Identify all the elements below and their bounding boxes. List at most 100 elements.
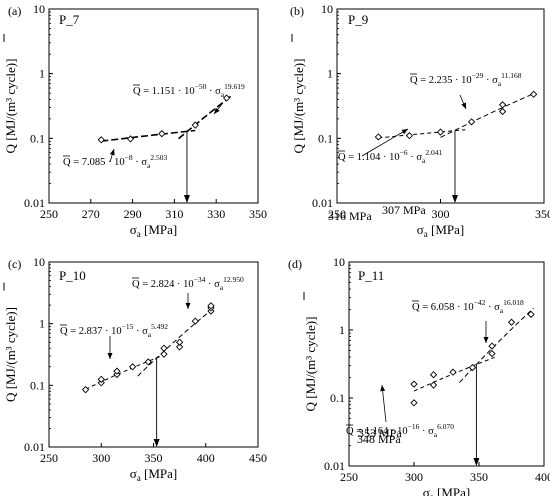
x-tick-label: 300 (432, 207, 450, 221)
specimen-tag: P_7 (59, 12, 80, 27)
eq-exponent: −15 (122, 322, 134, 331)
eq-exponent: −8 (125, 153, 133, 162)
y-tick-label: 1 (339, 323, 345, 337)
eq-exponent: −50 (195, 82, 207, 91)
specimen-tag: P_10 (59, 268, 86, 283)
data-point (175, 343, 184, 351)
threshold-label: 307 MPa (382, 203, 426, 217)
y-axis-label: Q [MJ/(m³ cycle)] (3, 59, 18, 154)
equation-high: Q = 1.151 · 10−50 · σa19.619 (133, 82, 245, 99)
eq-q: Q = 2.235 · 10 (410, 75, 472, 86)
x-tick-label: 250 (340, 470, 358, 484)
data-point (97, 375, 105, 383)
eq-sigma: · σ (205, 279, 220, 290)
y-tick-label: 1 (39, 317, 45, 331)
data-point (223, 94, 231, 102)
y-axis-label: Q [MJ/(m³ cycle)] (291, 59, 306, 154)
eq-power: 2.503 (150, 153, 167, 162)
eq-exponent: −29 (472, 71, 484, 80)
eq-subscript: a (148, 330, 152, 339)
data-point (498, 107, 507, 116)
data-point (449, 368, 457, 376)
eq-sigma: · σ (133, 326, 148, 337)
eq-sigma: · σ (485, 302, 500, 313)
plot-area (348, 261, 545, 467)
fit-line-low (101, 129, 196, 142)
y-tick-label: 0.01 (312, 196, 333, 210)
x-tick-label: 400 (535, 470, 550, 484)
eq-sigma: · σ (483, 75, 498, 86)
leader-arrowhead (214, 107, 220, 114)
eq-sigma: · σ (419, 426, 434, 437)
data-point (436, 128, 445, 136)
x-tick-label: 310 (165, 207, 183, 221)
x-axis-label: σa [MPa] (417, 222, 464, 239)
eq-q: Q = 2.824 · 10 (132, 279, 194, 290)
threshold-arrowhead (451, 195, 458, 203)
data-point (468, 363, 477, 372)
x-tick-label: 300 (405, 470, 423, 484)
eq-subscript: a (220, 283, 224, 292)
x-axis-symbol: σ (130, 222, 137, 237)
data-point (97, 136, 105, 144)
y-tick-label: 1 (39, 67, 45, 81)
leader-arrowhead (109, 149, 115, 156)
equation-high: Q = 2.235 · 10−29 · σa11.168 (410, 71, 522, 88)
fit-line-low (378, 129, 466, 139)
x-tick-label: 450 (249, 451, 267, 465)
y-tick-label: 10 (33, 255, 45, 269)
data-point (467, 118, 476, 126)
x-tick-label: 250 (40, 451, 58, 465)
x-axis-symbol: σ (423, 485, 430, 496)
eq-power: 16.018 (503, 298, 524, 307)
y-axis-label: Q [MJ/(m³ cycle)] (303, 317, 318, 412)
y-tick-label: 0.01 (24, 196, 45, 210)
data-point (81, 386, 90, 394)
data-point (191, 121, 199, 129)
eq-subscript: a (434, 430, 438, 439)
eq-q: Q = 1.151 · 10 (133, 86, 195, 97)
x-axis-label: σa [MPa] (423, 485, 470, 496)
data-point (488, 349, 496, 358)
x-tick-label: 290 (124, 207, 142, 221)
data-point (158, 130, 166, 138)
panel-label: (c) (8, 257, 21, 271)
eq-sigma: · σ (206, 86, 221, 97)
eq-exponent: −6 (400, 148, 408, 157)
y-tick-label: 1 (327, 67, 333, 81)
eq-q: Q = 7.085 · 10 (63, 157, 125, 168)
leader-arrowhead (185, 303, 191, 309)
eq-q: Q = 2.837 · 10 (60, 326, 122, 337)
data-point (498, 101, 507, 109)
x-tick-label: 330 (207, 207, 225, 221)
eq-power: 2.041 (425, 148, 442, 157)
eq-q: Q = 1.164 · 10 (346, 426, 408, 437)
x-tick-label: 350 (470, 470, 488, 484)
panel-label: (a) (8, 4, 21, 18)
data-point (175, 338, 184, 346)
equation-low: Q = 1.164 · 10−16 · σa6.070 (346, 422, 454, 439)
fit-line-high (137, 307, 215, 377)
fit-line-high (440, 93, 534, 138)
y-tick-label: 0.1 (30, 378, 45, 392)
fit-line-high (178, 93, 234, 140)
data-point (527, 310, 535, 318)
specimen-tag: P_9 (348, 12, 368, 27)
data-point (488, 342, 496, 350)
threshold-label: 353 MPa (358, 426, 402, 440)
x-axis-label: σa [MPa] (130, 466, 177, 483)
x-axis-subscript: a (430, 492, 434, 496)
panel-label: (b) (290, 4, 304, 18)
data-point (429, 371, 438, 379)
leader-line (381, 384, 387, 423)
leader-line (361, 128, 409, 157)
x-tick-label: 250 (40, 207, 58, 221)
threshold-label: 316 MPa (328, 209, 372, 223)
x-axis-unit: [MPa] (434, 485, 470, 496)
eq-exponent: −16 (408, 422, 420, 431)
data-point (405, 132, 414, 140)
data-point (410, 399, 418, 407)
plot-area (48, 8, 259, 204)
